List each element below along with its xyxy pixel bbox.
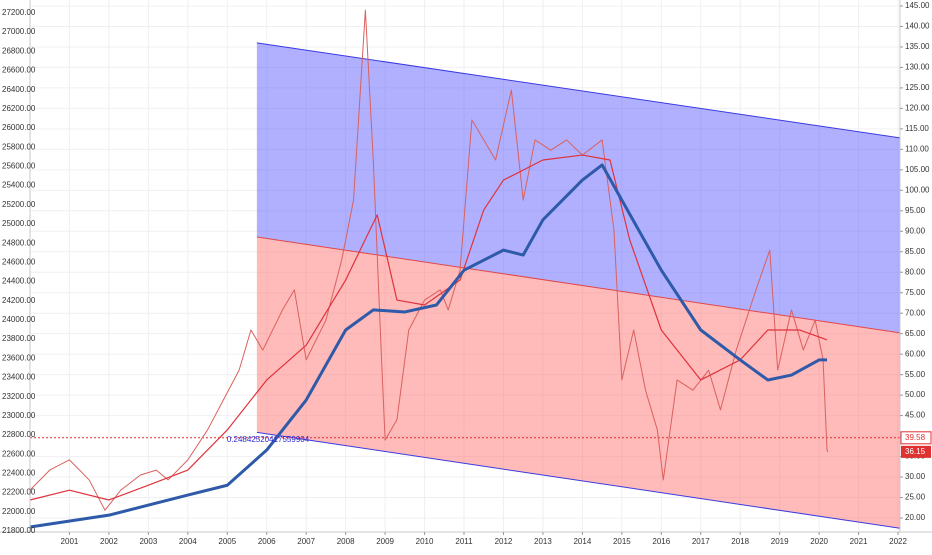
annotation: 0.24842520417559904 [227,435,310,444]
y2-tick-label: 70.00 [905,308,926,317]
y-tick-label: 21800.00 [2,526,36,535]
y-tick-label: 27200.00 [2,8,36,17]
y2-tick-label: 30.00 [905,472,926,481]
x-tick-label: 2012 [495,537,513,546]
x-tick-label: 2005 [218,537,236,546]
y-tick-label: 22400.00 [2,469,36,478]
y2-tick-label: 25.00 [905,493,926,502]
x-tick-label: 2003 [139,537,157,546]
last-price-label: 36.15 [905,447,926,456]
y2-tick-label: 110.00 [905,144,929,153]
y-tick-label: 23600.00 [2,353,36,362]
y2-tick-label: 50.00 [905,390,926,399]
y-tick-label: 25200.00 [2,200,36,209]
y2-tick-label: 80.00 [905,267,926,276]
y-tick-label: 25600.00 [2,162,36,171]
y2-tick-label: 105.00 [905,165,930,174]
y2-tick-label: 120.00 [905,103,930,112]
y2-tick-label: 115.00 [905,124,929,133]
y-tick-label: 23000.00 [2,411,36,420]
price-label: 39.58 [905,433,926,442]
x-tick-label: 2001 [61,537,79,546]
x-tick-label: 2004 [179,537,197,546]
y-tick-label: 24200.00 [2,296,36,305]
x-tick-label: 2022 [889,537,907,546]
y-tick-label: 25000.00 [2,219,36,228]
y2-tick-label: 85.00 [905,247,926,256]
series-line [29,154,828,501]
x-tick-label: 2015 [613,537,631,546]
x-tick-label: 2016 [652,537,670,546]
channel-line [256,431,901,529]
series-line [29,9,829,511]
x-tick-label: 2009 [376,537,394,546]
x-tick-label: 2020 [810,537,828,546]
x-tick-label: 2010 [416,537,434,546]
y2-tick-label: 75.00 [905,288,926,297]
y-tick-label: 26600.00 [2,66,36,75]
y2-tick-label: 20.00 [905,513,926,522]
price-label-box [900,431,932,445]
x-tick-label: 2021 [850,537,868,546]
x-tick-label: 2011 [455,537,473,546]
y-tick-label: 22200.00 [2,488,36,497]
series-line [29,163,828,529]
x-tick-label: 2017 [692,537,710,546]
y-tick-label: 25800.00 [2,142,36,151]
y2-tick-label: 145.00 [905,1,930,10]
y-tick-label: 25400.00 [2,181,36,190]
y2-tick-label: 130.00 [905,63,930,72]
y-tick-label: 26800.00 [2,46,36,55]
y-tick-label: 24800.00 [2,238,36,247]
y2-tick-label: 45.00 [905,411,926,420]
x-tick-label: 2008 [337,537,355,546]
channel-line [256,42,901,139]
y2-tick-label: 135.00 [905,42,930,51]
y2-tick-label: 90.00 [905,226,926,235]
y2-tick-label: 140.00 [905,22,930,31]
y-tick-label: 24600.00 [2,257,36,266]
y2-tick-label: 60.00 [905,349,926,358]
y-tick-label: 22000.00 [2,507,36,516]
x-tick-label: 2014 [573,537,591,546]
y2-tick-label: 125.00 [905,83,930,92]
y-tick-label: 23400.00 [2,373,36,382]
x-tick-label: 2006 [258,537,276,546]
x-tick-label: 2018 [731,537,749,546]
y2-tick-label: 65.00 [905,329,926,338]
y-tick-label: 22600.00 [2,449,36,458]
y-tick-label: 26200.00 [2,104,36,113]
y-tick-label: 23800.00 [2,334,36,343]
y-tick-label: 22800.00 [2,430,36,439]
y-tick-label: 26400.00 [2,85,36,94]
channel-upper-zone [256,42,901,333]
x-tick-label: 2013 [534,537,552,546]
channel-line [256,236,901,334]
y2-tick-label: 95.00 [905,206,926,215]
y2-tick-label: 55.00 [905,370,926,379]
y2-tick-label: 100.00 [905,185,930,194]
y-tick-label: 24400.00 [2,277,36,286]
y-tick-label: 23200.00 [2,392,36,401]
y-tick-label: 24000.00 [2,315,36,324]
y-tick-label: 26000.00 [2,123,36,132]
y-tick-label: 27000.00 [2,27,36,36]
x-tick-label: 2002 [100,537,118,546]
last-price-box [901,445,931,458]
x-tick-label: 2007 [297,537,315,546]
x-tick-label: 2019 [771,537,789,546]
